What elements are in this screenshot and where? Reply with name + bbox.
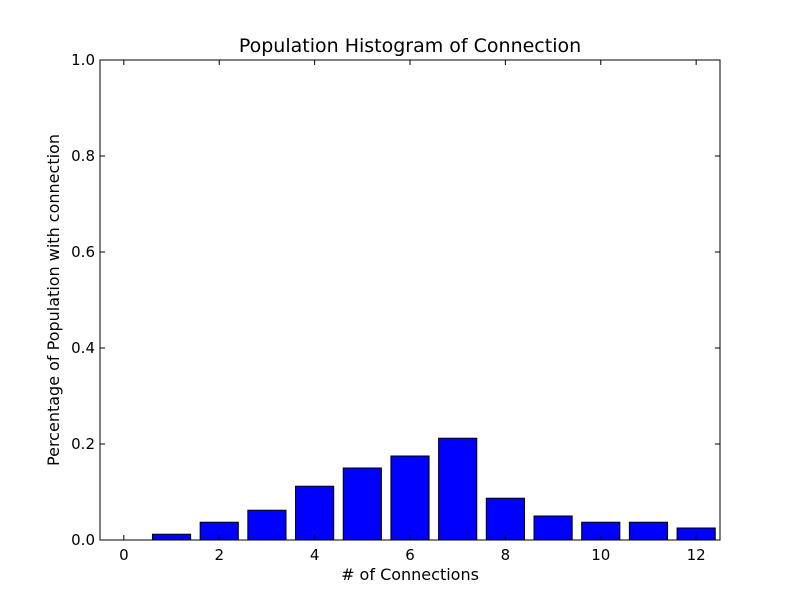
bar-3 [247, 509, 287, 541]
y-tick-label: 0.4 [71, 339, 95, 357]
bar-8 [485, 497, 525, 541]
x-tick-label: 2 [214, 546, 224, 564]
y-axis-label: Percentage of Population with connection [44, 134, 63, 466]
x-tick-label: 8 [501, 546, 511, 564]
x-tick-label: 4 [310, 546, 320, 564]
y-tick-label: 0.0 [71, 531, 95, 549]
x-tick-label: 0 [119, 546, 129, 564]
y-tick-label: 0.8 [71, 147, 95, 165]
bar-7 [438, 437, 478, 541]
plot-frame [99, 59, 721, 541]
y-tick-label: 0.2 [71, 435, 95, 453]
bar-5 [342, 467, 382, 541]
x-tick-label: 6 [405, 546, 415, 564]
bar-9 [533, 515, 573, 541]
chart-title: Population Histogram of Connection [239, 35, 581, 57]
bar-6 [390, 455, 430, 541]
y-tick-label: 0.6 [71, 243, 95, 261]
x-tick-label: 12 [687, 546, 706, 564]
y-tick-label: 1.0 [71, 51, 95, 69]
bar-1 [151, 533, 192, 541]
bar-4 [295, 485, 335, 541]
x-tick-label: 10 [591, 546, 610, 564]
x-axis-label: # of Connections [341, 565, 479, 584]
bar-11 [628, 521, 669, 541]
bars-group [151, 437, 716, 541]
ticks-group: 0 2 4 6 8 10 12 0.0 0.2 0.4 0.6 0.8 1.0 [71, 51, 720, 564]
